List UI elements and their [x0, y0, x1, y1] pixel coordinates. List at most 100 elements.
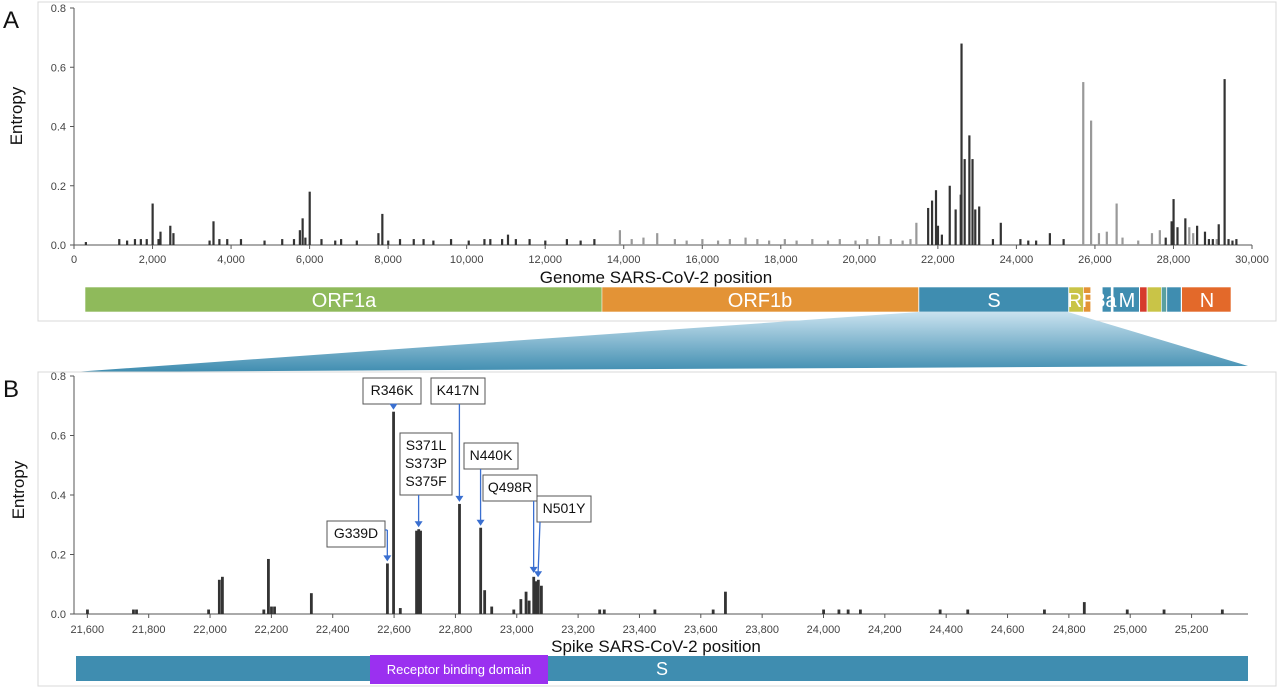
- gene-block: [918, 286, 1069, 313]
- annotation-box: [362, 377, 422, 405]
- panel-a-bar: [169, 225, 172, 245]
- panel-b-bar: [858, 609, 862, 614]
- panel-b-bars: [86, 411, 1224, 614]
- panel-b-bar: [392, 411, 395, 614]
- panel-a-bar: [593, 239, 596, 245]
- annotation-arrowhead: [383, 555, 392, 562]
- panel-a-bar: [948, 185, 951, 245]
- panel-a-bar-light: [877, 236, 881, 245]
- spike-region-label: S: [656, 659, 668, 679]
- panel-a-x-tick-label: 26,000: [1078, 254, 1112, 266]
- panel-a-bar: [355, 240, 358, 245]
- panel-b-bar: [711, 609, 715, 614]
- panel-a-label: A: [3, 7, 19, 34]
- panel-a-bar: [1223, 79, 1226, 245]
- panel-b-x-tick-label: 24,800: [1052, 624, 1086, 636]
- panel-b-bar: [386, 563, 389, 614]
- panel-a-bar: [954, 209, 957, 245]
- panel-a-x-tick-label: 18,000: [764, 254, 798, 266]
- panel-a-bar: [467, 240, 470, 245]
- gene-block: [1101, 286, 1112, 313]
- panel-b-bar: [262, 609, 266, 614]
- panel-b-bar: [653, 609, 657, 614]
- panel-b-bar: [598, 609, 602, 614]
- panel-a-bar: [398, 239, 402, 245]
- panel-a-bar: [126, 240, 129, 245]
- panel-b-bar: [458, 503, 461, 614]
- panel-a-bar: [978, 206, 981, 245]
- panel-a-x-tick-label: 28,000: [1157, 254, 1191, 266]
- panel-a-bar: [381, 213, 384, 245]
- panel-b-x-tick-label: 23,200: [561, 624, 595, 636]
- panel-b-y-title: Entropy: [9, 460, 28, 519]
- panel-a-bar-light: [642, 237, 645, 245]
- gene-block: [1112, 286, 1140, 313]
- panel-a-bar-light: [811, 239, 814, 245]
- panel-a-bar: [927, 207, 930, 245]
- panel-b-ticks: 21,600 21,800 22,000 22,200 22,400 22,600 22,8…: [51, 371, 1209, 636]
- panel-b-x-tick-label: 24,400: [929, 624, 963, 636]
- panel-a-bar: [334, 240, 337, 245]
- panel-a-gene-map: [84, 286, 1232, 313]
- annotation-box: [430, 377, 486, 405]
- panel-a-bar: [212, 221, 215, 245]
- panel-b-annotations: G339D R346K S371L S373P S375F K417N N440K Q498R…: [326, 377, 592, 578]
- panel-b-bar: [1162, 609, 1166, 614]
- panel-a-x-tick-label: 22,000: [921, 254, 955, 266]
- zoom-wedge: [74, 312, 1248, 372]
- panel-a-bar: [968, 135, 971, 245]
- panel-a-bar: [999, 222, 1002, 245]
- gene-label-m: M: [1119, 290, 1136, 312]
- panel-a-bar-light: [1097, 233, 1101, 245]
- panel-a-bar: [1172, 199, 1175, 245]
- panel-a-bar: [1207, 239, 1211, 245]
- panel-b-bar: [86, 609, 89, 614]
- annotation-label: N440K: [470, 447, 513, 463]
- panel-a-x-tick-label: 6,000: [296, 254, 324, 266]
- panel-a-bar: [208, 240, 211, 245]
- panel-a-bar: [1035, 240, 1038, 245]
- panel-b-axes: [73, 376, 1248, 615]
- panel-a-x-tick-label: 10,000: [450, 254, 484, 266]
- panel-a-bar-light: [630, 239, 633, 245]
- panel-a-bar: [281, 239, 284, 245]
- gene-block: [601, 286, 919, 313]
- panel-b-x-tick-label: 24,600: [991, 624, 1025, 636]
- panel-a-bar: [960, 43, 963, 245]
- panel-a-bar-light: [1105, 231, 1108, 245]
- panel-a-y-tick-label: 0.8: [51, 3, 66, 15]
- panel-b-bar: [519, 599, 523, 614]
- panel-b-bar: [540, 585, 543, 614]
- panel-a-x-tick-label: 20,000: [843, 254, 877, 266]
- panel-b-bar: [270, 606, 273, 614]
- panel-a-bar: [1048, 233, 1051, 245]
- panel-a-bar: [320, 239, 323, 245]
- panel-a-bar-light: [1090, 120, 1093, 245]
- panel-b-bar: [532, 576, 536, 614]
- panel-a-x-tick-label: 16,000: [685, 254, 719, 266]
- panel-a-bar: [340, 239, 343, 245]
- panel-b-bar: [846, 609, 850, 614]
- panel-a-x-tick-label: 30,000: [1235, 254, 1269, 266]
- panel-a-bar: [304, 237, 307, 245]
- panel-a-bar: [1235, 239, 1238, 245]
- panel-b-bar: [822, 609, 825, 614]
- panel-a-bar-light: [783, 239, 786, 245]
- gene-block: [1139, 286, 1148, 313]
- panel-a-bar-light: [838, 239, 841, 245]
- annotation-arrowhead: [455, 495, 464, 502]
- panel-a-bar: [292, 239, 296, 245]
- panel-a-x-tick-label: 24,000: [1000, 254, 1034, 266]
- panel-b-bar: [1220, 609, 1224, 614]
- panel-b-x-tick-label: 25,000: [1113, 624, 1147, 636]
- gene-label-orf1a: ORF1a: [312, 290, 377, 312]
- panel-a-bar-light: [701, 239, 704, 245]
- panel-b-x-tick-label: 23,000: [500, 624, 534, 636]
- panel-a-bar: [1019, 239, 1022, 245]
- panel-a-bar-light: [795, 240, 798, 245]
- panel-a-bar: [301, 218, 304, 245]
- panel-b-x-tick-label: 22,000: [193, 624, 227, 636]
- panel-b-bar: [207, 609, 211, 614]
- annotation-label: N501Y: [543, 500, 586, 516]
- panel-a-bar-light: [1115, 203, 1118, 245]
